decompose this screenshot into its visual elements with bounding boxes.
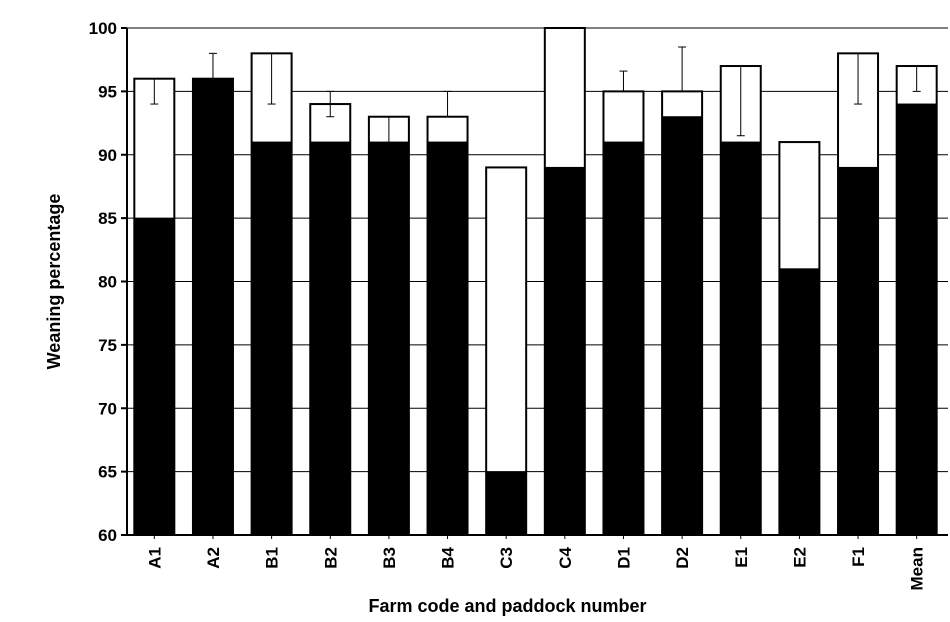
bar-lower-c3 bbox=[485, 471, 527, 536]
bar-lower-e1 bbox=[720, 141, 762, 536]
x-axis-title: Farm code and paddock number bbox=[368, 596, 646, 616]
x-tick-label-b1: B1 bbox=[263, 547, 282, 569]
y-tick-label-60: 60 bbox=[98, 526, 117, 545]
error-bar-b2 bbox=[326, 90, 335, 118]
y-tick-labels: 60 65 70 75 80 85 90 95 100 bbox=[89, 19, 127, 545]
x-tick-label-c3: C3 bbox=[497, 547, 516, 569]
x-tick-label-d1: D1 bbox=[614, 547, 633, 569]
x-tick-label-a1: A1 bbox=[145, 547, 164, 569]
error-bars bbox=[150, 46, 921, 168]
error-bar-b1 bbox=[267, 52, 276, 105]
y-tick-label-80: 80 bbox=[98, 273, 117, 292]
x-tick-label-d2: D2 bbox=[673, 547, 692, 569]
bars bbox=[133, 27, 938, 537]
error-bar-a1 bbox=[150, 78, 159, 105]
x-tick-label-e1: E1 bbox=[732, 547, 751, 568]
bar-lower-b4 bbox=[427, 141, 469, 536]
y-tick-label-100: 100 bbox=[89, 19, 117, 38]
y-tick-label-85: 85 bbox=[98, 209, 117, 228]
x-tick-labels: A1 A2 B1 B2 B3 B4 C3 C4 D1 D2 E1 E2 F1 Mean bbox=[145, 535, 927, 590]
bar-lower-d2 bbox=[661, 116, 703, 536]
bar-lower-a2 bbox=[192, 78, 234, 536]
bar-lower-e2 bbox=[778, 268, 820, 536]
x-tick-label-b3: B3 bbox=[380, 547, 399, 569]
error-bar-mean bbox=[912, 65, 921, 92]
bar-lower-b3 bbox=[368, 141, 410, 536]
bar-lower-d1 bbox=[602, 141, 644, 536]
x-tick-label-a2: A2 bbox=[204, 547, 223, 569]
bar-lower-c4 bbox=[544, 166, 586, 536]
y-tick-label-75: 75 bbox=[98, 336, 117, 355]
error-bar-f1 bbox=[854, 52, 863, 105]
y-tick-label-90: 90 bbox=[98, 146, 117, 165]
x-tick-label-e2: E2 bbox=[790, 547, 809, 568]
grid-lines bbox=[127, 27, 948, 473]
error-bar-d1 bbox=[619, 70, 628, 92]
x-tick-label-c4: C4 bbox=[556, 546, 575, 568]
error-bar-b3 bbox=[384, 116, 393, 168]
x-tick-label-mean: Mean bbox=[908, 547, 927, 590]
x-tick-label-f1: F1 bbox=[849, 547, 868, 567]
bar-lower-f1 bbox=[837, 166, 879, 536]
x-tick-label-b4: B4 bbox=[439, 546, 458, 568]
y-axis-title: Weaning percentage bbox=[44, 194, 64, 370]
y-tick-label-65: 65 bbox=[98, 463, 117, 482]
y-tick-label-70: 70 bbox=[98, 399, 117, 418]
error-bar-d2 bbox=[678, 46, 687, 92]
bar-lower-b2 bbox=[309, 141, 351, 536]
bar-lower-mean bbox=[896, 103, 938, 536]
error-bar-b4 bbox=[443, 90, 452, 118]
x-tick-label-b2: B2 bbox=[321, 547, 340, 569]
error-bar-a2 bbox=[208, 52, 217, 80]
bar-lower-a1 bbox=[133, 217, 175, 536]
y-tick-label-95: 95 bbox=[98, 82, 117, 101]
error-bar-e1 bbox=[736, 65, 745, 137]
bar-lower-b1 bbox=[251, 141, 293, 536]
